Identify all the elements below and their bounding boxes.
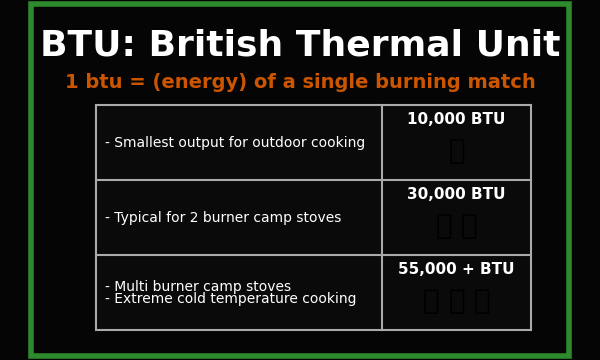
Text: - Typical for 2 burner camp stoves: - Typical for 2 burner camp stoves bbox=[105, 211, 341, 225]
Text: - Multi burner camp stoves: - Multi burner camp stoves bbox=[105, 279, 291, 293]
Text: BTU: British Thermal Unit: BTU: British Thermal Unit bbox=[40, 28, 560, 62]
Text: 🔥: 🔥 bbox=[473, 287, 490, 315]
Text: 🔥: 🔥 bbox=[436, 212, 452, 239]
Text: 10,000 BTU: 10,000 BTU bbox=[407, 112, 506, 126]
Text: 30,000 BTU: 30,000 BTU bbox=[407, 186, 506, 202]
Text: - Extreme cold temperature cooking: - Extreme cold temperature cooking bbox=[105, 292, 356, 306]
Bar bbox=[96, 105, 532, 330]
Text: 55,000 + BTU: 55,000 + BTU bbox=[398, 261, 515, 276]
Text: 🔥: 🔥 bbox=[448, 287, 465, 315]
Text: 🔥: 🔥 bbox=[461, 212, 478, 239]
Text: 🔥: 🔥 bbox=[423, 287, 439, 315]
Text: 🔥: 🔥 bbox=[448, 136, 465, 165]
Text: 1 btu = (energy) of a single burning match: 1 btu = (energy) of a single burning mat… bbox=[65, 72, 535, 91]
Text: - Smallest output for outdoor cooking: - Smallest output for outdoor cooking bbox=[105, 135, 365, 149]
